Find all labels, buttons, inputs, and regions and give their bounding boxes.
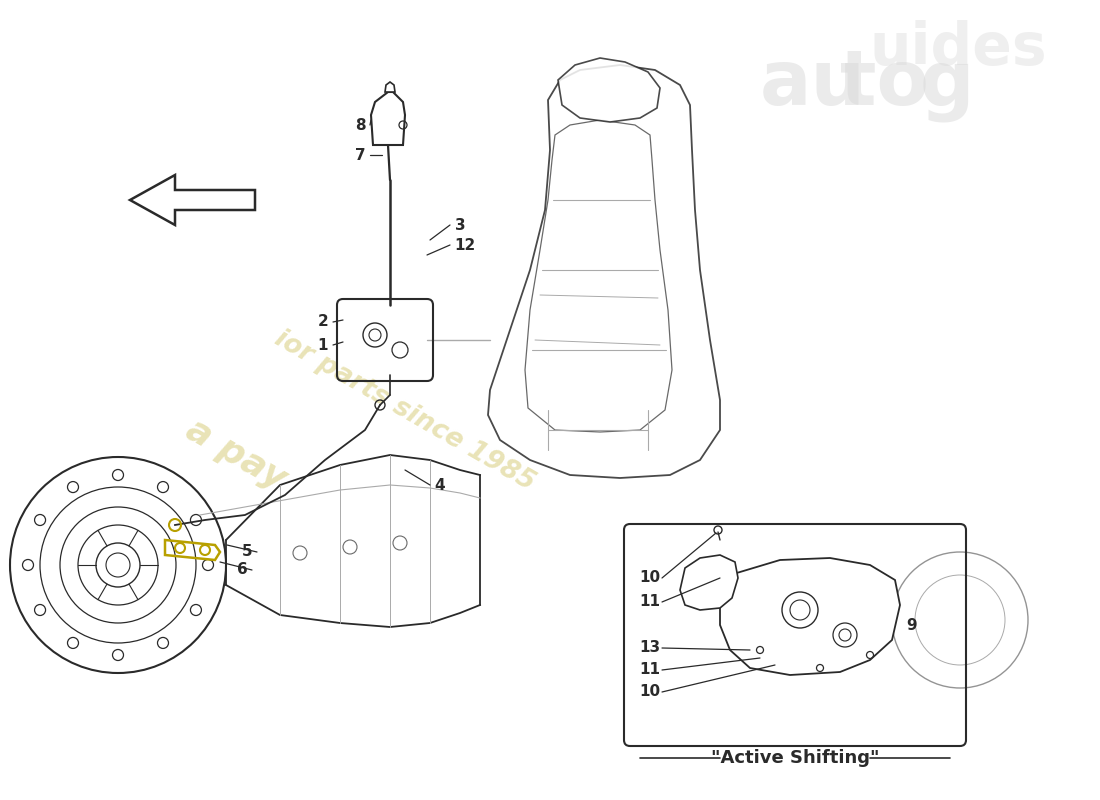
Polygon shape: [488, 65, 720, 478]
Text: to: to: [840, 47, 929, 121]
Polygon shape: [130, 175, 255, 225]
Polygon shape: [385, 82, 395, 92]
Text: 4: 4: [434, 478, 446, 493]
Polygon shape: [525, 120, 672, 432]
Text: "Active Shifting": "Active Shifting": [711, 749, 879, 767]
Text: au: au: [760, 47, 866, 121]
Text: 5: 5: [242, 545, 252, 559]
Text: 11: 11: [639, 594, 660, 610]
Polygon shape: [371, 92, 405, 145]
Text: 2: 2: [318, 314, 329, 330]
Text: 9: 9: [906, 618, 917, 633]
Text: 7: 7: [354, 147, 365, 162]
Text: 6: 6: [236, 562, 248, 578]
Polygon shape: [558, 58, 660, 122]
Text: 12: 12: [454, 238, 475, 253]
Text: 10: 10: [639, 570, 661, 586]
Text: a pay: a pay: [180, 413, 292, 497]
Text: g: g: [920, 47, 975, 122]
Polygon shape: [680, 555, 738, 610]
Text: ior parts since 1985: ior parts since 1985: [270, 326, 539, 496]
Text: uides: uides: [870, 20, 1047, 77]
Text: 3: 3: [454, 218, 465, 233]
Polygon shape: [720, 558, 900, 675]
FancyBboxPatch shape: [624, 524, 966, 746]
Text: 11: 11: [639, 662, 660, 678]
Text: 10: 10: [639, 685, 661, 699]
Text: 13: 13: [639, 641, 661, 655]
Text: 8: 8: [354, 118, 365, 133]
Text: 1: 1: [318, 338, 328, 353]
